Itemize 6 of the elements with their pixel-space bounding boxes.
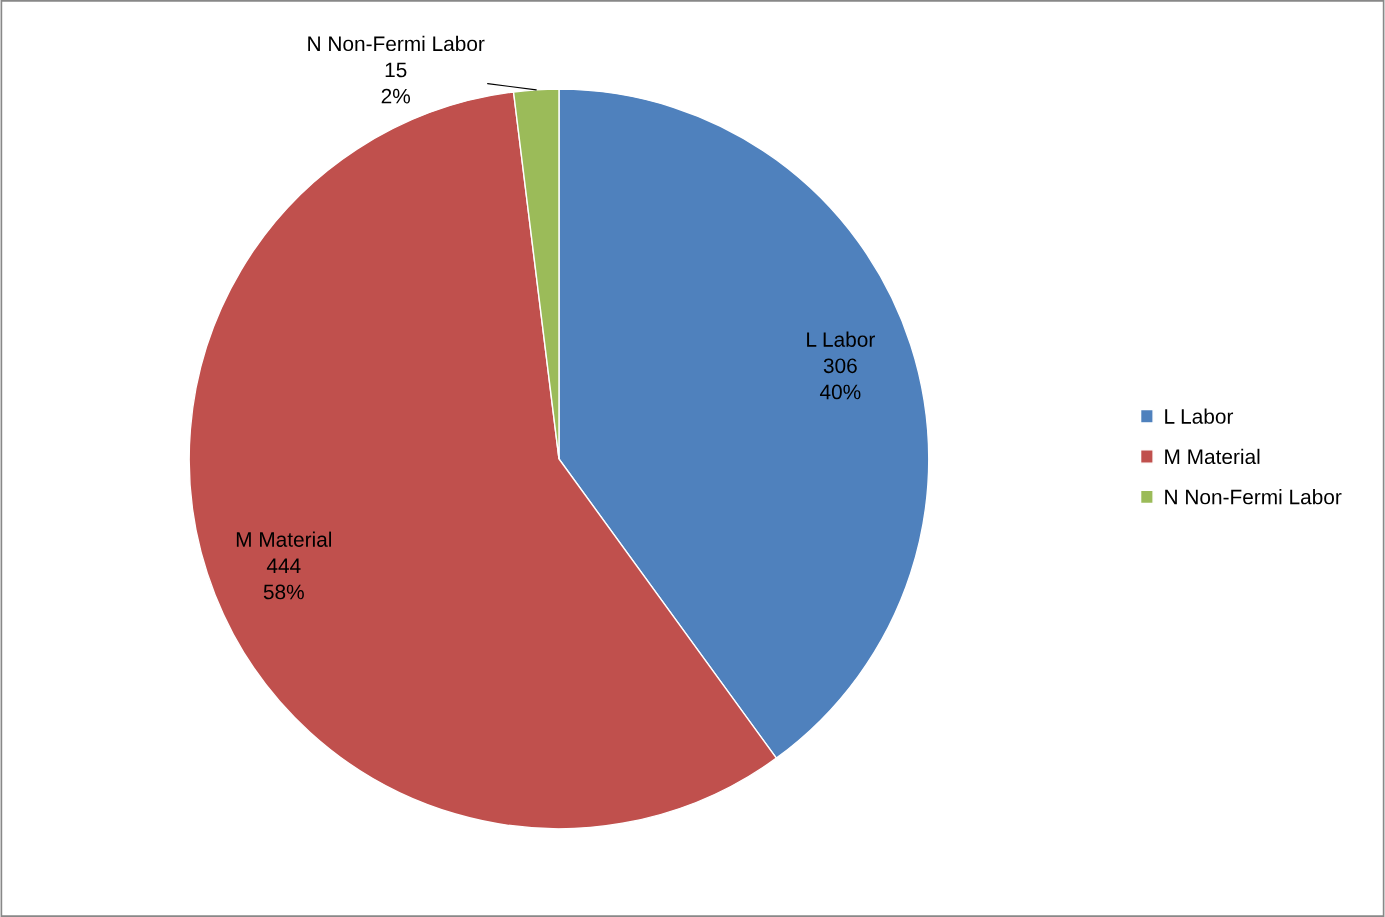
data-label: N Non-Fermi Labor 15 2% [308,35,485,104]
legend-label: M Material [1165,448,1260,465]
legend-label: L Labor [1165,408,1234,424]
data-label: M Material 444 58% [236,531,332,600]
data-label: L Labor 306 40% [807,331,875,400]
legend-label: N Non-Fermi Labor [1165,489,1342,505]
